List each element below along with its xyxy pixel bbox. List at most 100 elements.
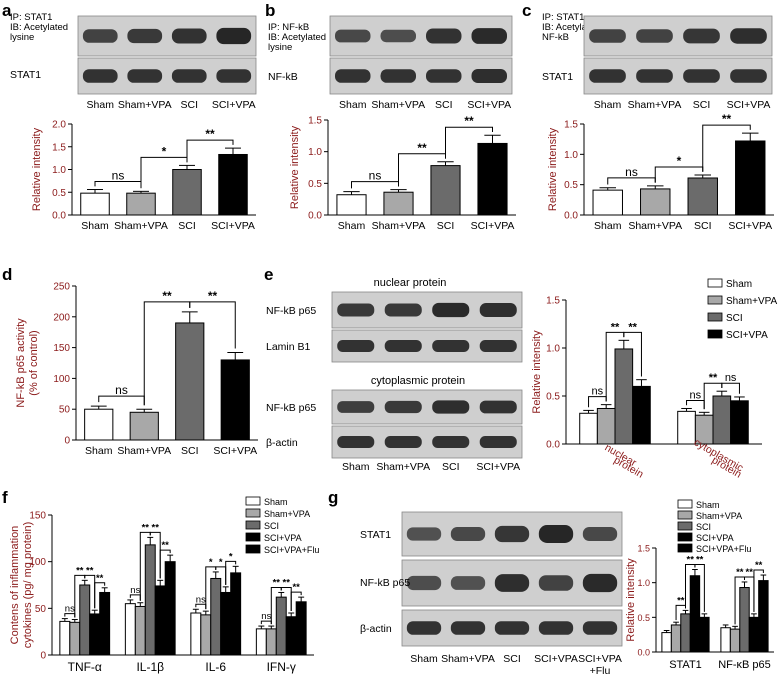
bar — [729, 628, 741, 653]
x-tick-label: IFN-γ — [267, 660, 296, 674]
legend-swatch — [245, 496, 261, 506]
bar — [640, 188, 671, 216]
legend-label: SCI+VPA — [726, 330, 768, 341]
significance-bracket — [94, 582, 106, 609]
lane-label: SCI — [180, 99, 198, 111]
bar — [699, 616, 710, 653]
legend-swatch — [245, 544, 261, 554]
lane-label: SCI+VPA — [727, 99, 771, 111]
significance-label: ** — [283, 577, 291, 588]
blot-e-1 — [331, 291, 523, 329]
legend-swatch — [707, 295, 723, 305]
blot-band — [479, 339, 517, 353]
bar — [680, 613, 691, 653]
bar — [758, 580, 769, 653]
significance-bracket — [686, 399, 705, 410]
blot-band — [582, 526, 618, 542]
significance-label: ** — [76, 565, 84, 576]
x-tick-label: SCI — [181, 445, 199, 457]
blot-title: nuclear protein — [374, 277, 447, 289]
blot-g-2 — [401, 559, 623, 607]
bar — [200, 614, 212, 656]
lane-label: SCI+VPA — [534, 653, 578, 665]
blot-label: NF-kB p65 — [266, 305, 316, 317]
significance-bracket — [623, 331, 642, 377]
y-axis-label: NF-kB p65 activity — [15, 318, 27, 408]
blot-label: IB: Acetylated — [268, 32, 326, 43]
blot-band — [384, 339, 422, 353]
significance-label: * — [162, 144, 167, 158]
blot-label: STAT1 — [542, 71, 573, 83]
y-axis-label: Contens of inflammation — [9, 526, 21, 645]
y-tick-label: 1.5 — [637, 544, 650, 554]
y-tick-label: 0.0 — [546, 440, 560, 451]
lane-label: Sham+VPA — [628, 99, 682, 111]
blot-label: lysine — [10, 32, 34, 43]
significance-bracket — [753, 569, 764, 612]
bar — [579, 412, 598, 445]
lane-label: +Flu — [590, 665, 611, 677]
legend-swatch — [707, 329, 723, 339]
blot-label: IP: STAT1 — [542, 12, 584, 23]
bar — [614, 348, 634, 445]
bar — [275, 596, 287, 656]
blot-band — [479, 400, 517, 414]
bar — [190, 612, 202, 656]
legend-swatch — [245, 532, 261, 542]
significance-label: ** — [696, 554, 704, 565]
blot-band — [335, 69, 371, 83]
bar — [661, 632, 672, 653]
legend-label: SCI+VPA — [264, 533, 302, 543]
legend-label: Sham — [726, 279, 752, 290]
bar — [79, 584, 91, 656]
blot-band — [683, 28, 720, 44]
x-tick-label: Sham+VPA — [628, 220, 682, 232]
blot-band — [82, 69, 118, 83]
x-tick-label: SCI — [437, 220, 455, 232]
significance-bracket — [702, 124, 751, 172]
significance-label: ns — [369, 169, 382, 183]
y-tick-label: 200 — [53, 312, 70, 323]
blot-label: Lamin B1 — [266, 341, 311, 353]
significance-label: ns — [261, 611, 271, 622]
lane-label: SCI — [693, 99, 711, 111]
bar — [220, 591, 232, 656]
bar — [592, 189, 623, 216]
blot-c-top — [583, 15, 773, 57]
y-tick-label: 1.5 — [546, 296, 560, 307]
blot-band — [171, 28, 207, 44]
blot-label: STAT1 — [360, 529, 391, 541]
y-tick-label: 100 — [53, 374, 70, 385]
x-tick-label: SCI+VPA — [471, 220, 515, 232]
blot-band — [380, 69, 416, 83]
significance-label: ** — [205, 127, 215, 141]
significance-bracket — [159, 549, 171, 579]
y-tick-label: 1.0 — [564, 150, 578, 161]
significance-bracket — [694, 563, 705, 612]
y-tick-label: 0 — [64, 436, 70, 447]
blot-label: IP: NF-kB — [268, 22, 309, 33]
significance-label: ns — [112, 169, 125, 183]
significance-bracket — [186, 139, 234, 163]
blot-c-bottom — [583, 57, 773, 95]
bar — [735, 140, 766, 216]
blot-band — [432, 339, 470, 353]
panel-letter: e — [264, 265, 273, 284]
blot-band — [384, 400, 422, 414]
bar — [336, 194, 367, 216]
significance-label: ** — [161, 540, 169, 551]
x-tick-label: SCI+VPA — [213, 445, 257, 457]
significance-bracket — [445, 126, 493, 159]
blot-g-3 — [401, 609, 623, 647]
y-axis-label: Relative intensity — [547, 127, 559, 211]
blot-title: cytoplasmic protein — [371, 375, 465, 387]
lane-label: SCI — [442, 461, 460, 473]
lane-label: Sham — [87, 99, 115, 111]
blot-b-bottom — [329, 57, 513, 95]
y-axis-label: Relative intensity — [31, 127, 43, 211]
y-tick-label: 150 — [53, 343, 70, 354]
blot-a-top — [77, 15, 257, 57]
lane-label: Sham — [339, 99, 367, 111]
blot-label: β-actin — [266, 437, 298, 449]
